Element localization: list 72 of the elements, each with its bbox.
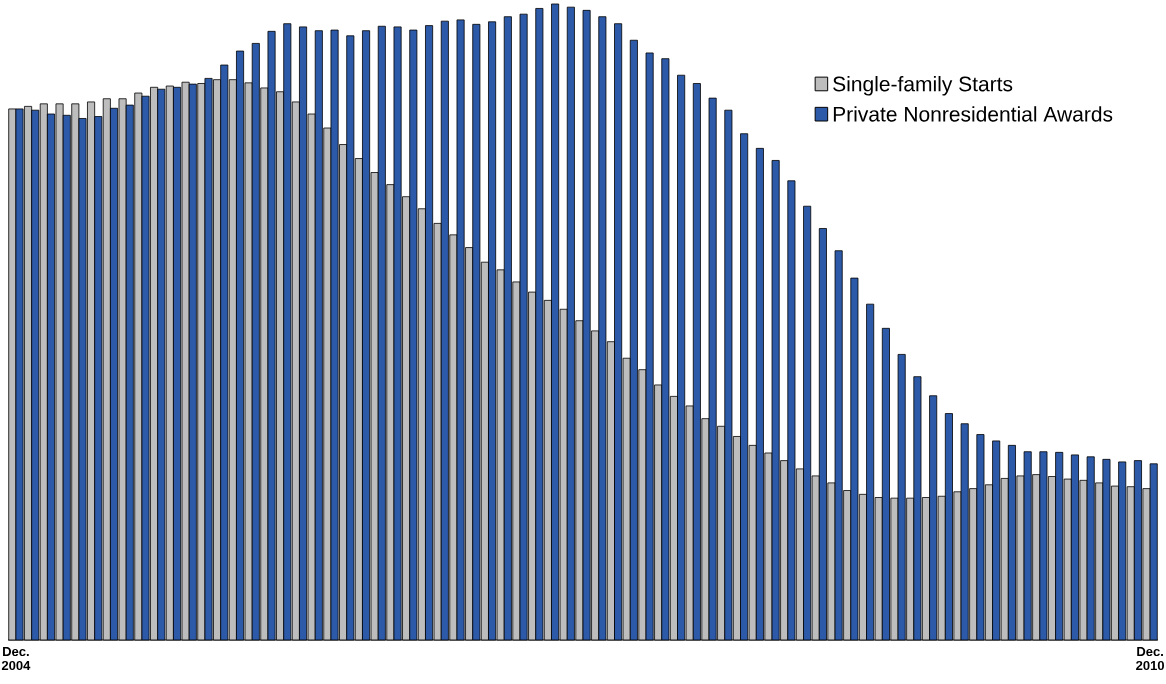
bar bbox=[1133, 460, 1142, 641]
bar bbox=[535, 8, 544, 641]
bar bbox=[181, 81, 190, 641]
bar bbox=[283, 23, 292, 641]
bar bbox=[598, 16, 607, 641]
bar bbox=[803, 205, 812, 641]
bar bbox=[1023, 451, 1032, 641]
bar bbox=[118, 98, 127, 641]
bar bbox=[992, 440, 1001, 641]
bar bbox=[1055, 451, 1064, 641]
bar bbox=[141, 95, 150, 641]
bar bbox=[1007, 444, 1016, 641]
bar bbox=[866, 303, 875, 641]
bar bbox=[251, 43, 260, 641]
bar bbox=[960, 423, 969, 641]
bar bbox=[393, 26, 402, 641]
bar bbox=[31, 109, 40, 641]
bar bbox=[456, 19, 465, 641]
bar bbox=[488, 21, 497, 641]
bar bbox=[204, 78, 213, 641]
bar bbox=[314, 30, 323, 641]
bar bbox=[299, 26, 308, 641]
bar bbox=[661, 58, 670, 641]
bar bbox=[267, 30, 276, 641]
bar bbox=[330, 29, 339, 641]
bar bbox=[881, 327, 890, 641]
bar bbox=[472, 23, 481, 641]
bar bbox=[818, 228, 827, 641]
legend-label: Single-family Starts bbox=[833, 76, 1013, 96]
bar bbox=[519, 13, 528, 641]
bar bbox=[771, 160, 780, 641]
bar bbox=[929, 395, 938, 641]
bar bbox=[173, 86, 182, 641]
bar bbox=[614, 23, 623, 641]
bar bbox=[724, 109, 733, 641]
bar bbox=[913, 376, 922, 641]
bar bbox=[409, 29, 418, 641]
bar bbox=[362, 30, 371, 641]
bar bbox=[897, 354, 906, 641]
bar bbox=[677, 74, 686, 641]
bar bbox=[1118, 461, 1127, 641]
legend-label: Private Nonresidential Awards bbox=[833, 106, 1113, 122]
bar bbox=[377, 25, 386, 641]
bar bbox=[740, 133, 749, 641]
bar bbox=[976, 434, 985, 641]
bar bbox=[582, 9, 591, 641]
bar bbox=[220, 64, 229, 641]
bar bbox=[787, 180, 796, 641]
bar bbox=[645, 52, 654, 641]
bar bbox=[346, 35, 355, 641]
bar bbox=[157, 88, 166, 641]
bar bbox=[55, 103, 64, 641]
bar bbox=[15, 108, 24, 641]
bar bbox=[755, 147, 764, 641]
bar bbox=[850, 277, 859, 641]
bar bbox=[188, 83, 197, 641]
bar bbox=[692, 83, 701, 641]
bar bbox=[566, 6, 575, 641]
bar bbox=[1102, 458, 1111, 641]
bar bbox=[236, 50, 245, 641]
bar bbox=[1086, 456, 1095, 641]
bar bbox=[551, 3, 560, 641]
bar bbox=[629, 39, 638, 641]
bar bbox=[708, 97, 717, 641]
bar bbox=[440, 20, 449, 641]
bar bbox=[503, 16, 512, 641]
bar bbox=[944, 413, 953, 641]
bar bbox=[1149, 463, 1158, 641]
bar bbox=[425, 25, 434, 641]
bar bbox=[834, 250, 843, 641]
bar bbox=[1070, 454, 1079, 641]
bar bbox=[1039, 451, 1048, 641]
